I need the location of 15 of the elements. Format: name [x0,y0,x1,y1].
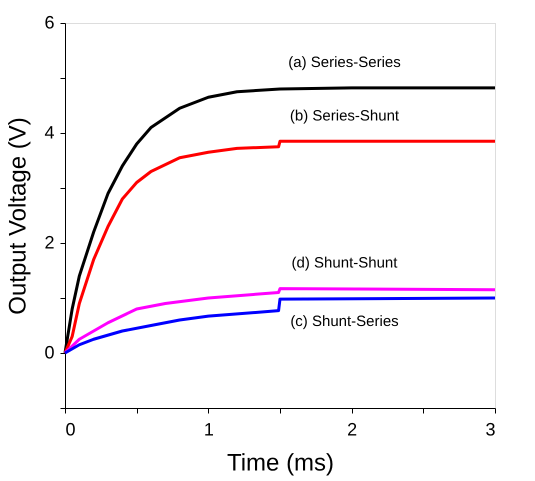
x-tick-label: 2 [347,420,358,440]
series-label: (c) Shunt-Series [290,313,399,330]
x-tick-label: 3 [485,420,496,440]
line-series [64,140,496,354]
y-tick-label: 4 [44,122,54,142]
x-axis-title: Time (ms) [226,450,334,476]
x-tick-label: 0 [66,420,76,440]
y-axis-title: Output Voltage (V) [4,117,32,315]
series-label: (d) Shunt-Shunt [292,254,398,272]
y-tick-label: 0 [44,342,54,362]
x-tick-label: 1 [204,420,214,440]
y-tick-label: 2 [44,232,54,252]
y-tick-label: 6 [44,12,54,32]
series-label: (a) Series-Series [288,54,401,71]
series-label: (b) Series-Shunt [290,107,400,124]
